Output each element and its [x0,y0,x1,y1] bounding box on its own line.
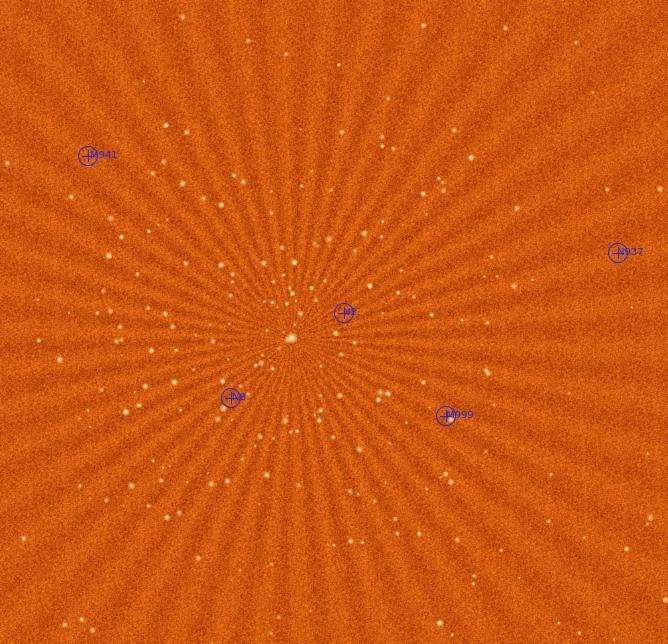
source-label-m999: M999 [446,410,474,421]
source-marker-m999 [436,406,456,426]
source-marker-m941 [78,146,98,166]
source-label-m941: M941 [90,150,118,161]
source-marker-n8 [221,388,241,408]
source-label-n937: N937 [617,247,644,258]
source-label-n2: N2 [343,307,357,318]
source-marker-n2 [334,303,354,323]
source-label-n8: N8 [232,392,246,403]
source-marker-n937 [608,243,628,263]
